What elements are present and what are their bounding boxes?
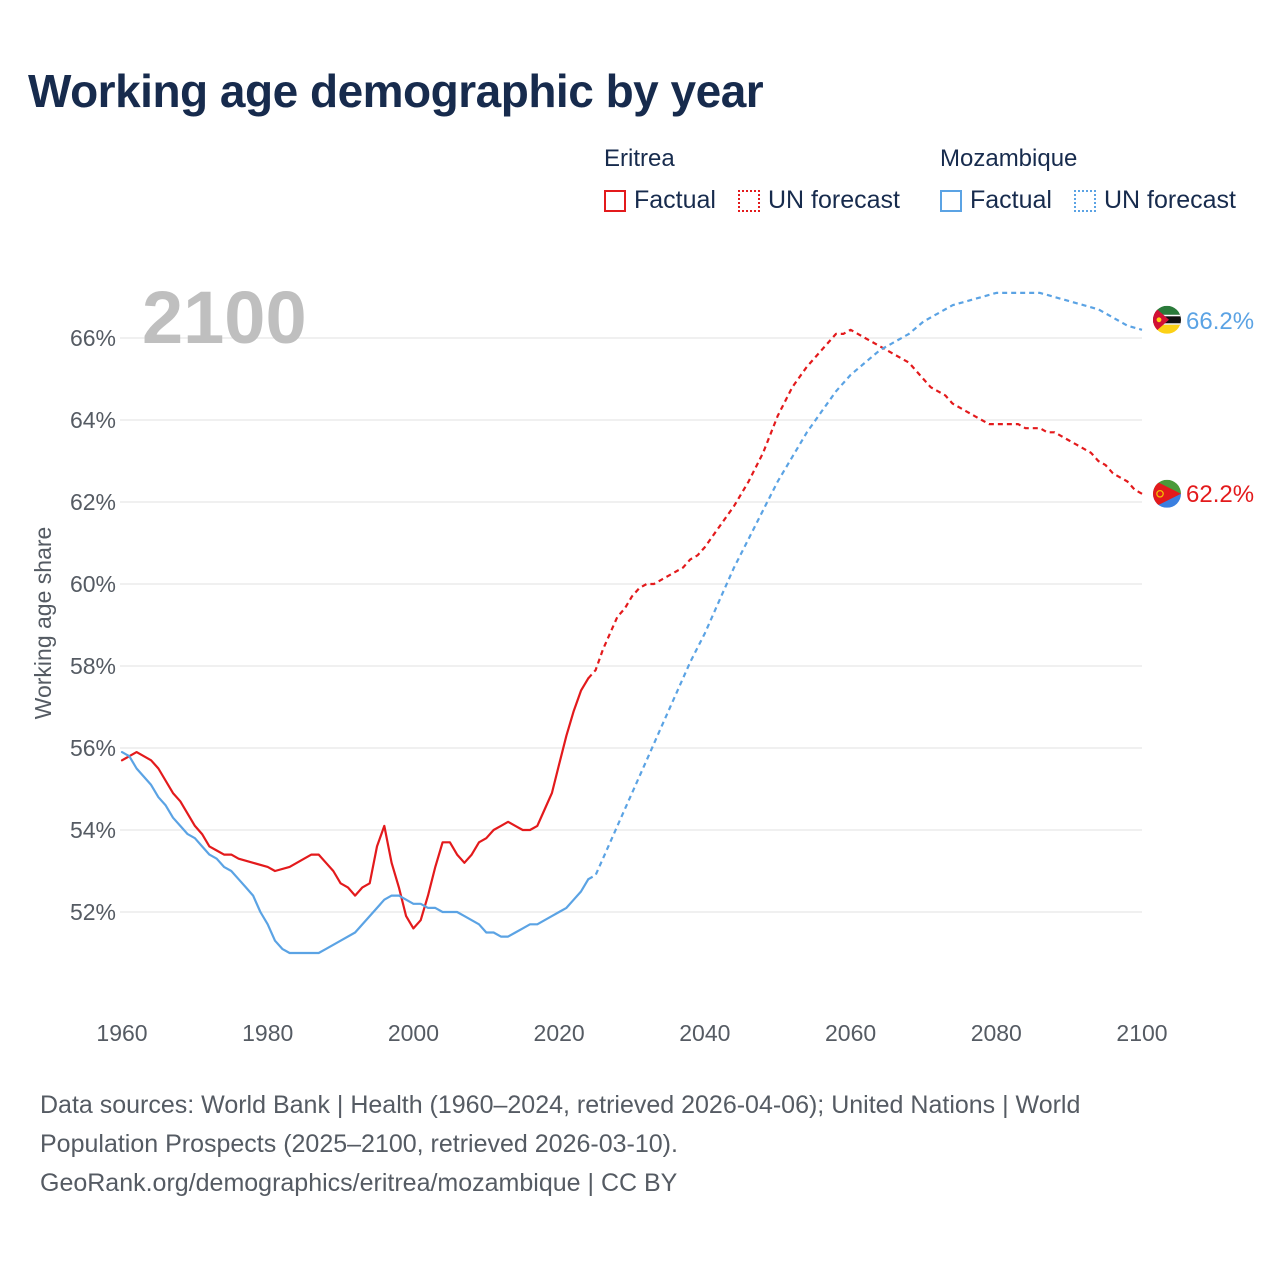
series-line-eritrea-forecast [587,328,1143,680]
legend-label: UN forecast [768,186,900,214]
legend-swatch-dotted [1074,189,1096,212]
y-tick-label: 66% [70,325,116,351]
legend-item-mozambique-factual[interactable]: Factual [940,186,1052,215]
y-tick-label: 62% [70,489,116,515]
y-axis: 52% 54% 56% 58% 60% 62% 64% 66% [70,325,116,925]
y-tick-label: 64% [70,407,116,433]
legend-label: UN forecast [1104,186,1236,214]
legend-item-eritrea-factual[interactable]: Factual [604,186,716,215]
x-tick-label: 2040 [679,1020,730,1046]
footer-line: Data sources: World Bank | Health (1960–… [40,1091,1081,1119]
y-tick-label: 58% [70,653,116,679]
y-tick-label: 54% [70,817,116,843]
series-lines [120,291,1143,955]
x-tick-label: 2000 [388,1020,439,1046]
x-axis: 1960 1980 2000 2020 2040 2060 2080 2100 [96,1020,1167,1046]
series-line-eritrea-factual [120,677,590,930]
legend-swatch-solid [940,189,962,212]
grid-lines [120,337,1142,913]
legend-swatch-solid [604,189,626,212]
legend-label: Factual [634,186,716,214]
y-axis-label: Working age share [30,527,56,720]
x-tick-label: 2060 [825,1020,876,1046]
footer-line[interactable]: GeoRank.org/demographics/eritrea/mozambi… [40,1169,678,1197]
legend-group-eritrea: Eritrea [604,145,675,172]
end-label-mozambique: 66.2% [1186,308,1254,335]
end-label-eritrea: 62.2% [1186,481,1254,508]
chart-title: Working age demographic by year [28,65,764,117]
line-chart: 2100 52% 54% 56% 58% 60% 62% 64% 66% 1960 1980 20… [30,276,1254,1046]
legend-item-mozambique-forecast[interactable]: UN forecast [1074,186,1236,215]
x-tick-label: 1960 [96,1020,147,1046]
series-line-mozambique-factual [120,751,590,955]
y-tick-label: 52% [70,899,116,925]
eritrea-flag-icon[interactable] [1153,479,1181,508]
x-tick-label: 1980 [242,1020,293,1046]
x-tick-label: 2100 [1116,1020,1167,1046]
y-tick-label: 56% [70,735,116,761]
mozambique-flag-icon[interactable] [1153,305,1181,334]
legend-group-mozambique: Mozambique [940,145,1078,172]
legend-label: Factual [970,186,1052,214]
year-watermark: 2100 [142,276,307,359]
footer-sources: Data sources: World Bank | Health (1960–… [40,1086,1240,1203]
x-tick-label: 2020 [534,1020,585,1046]
y-tick-label: 60% [70,571,116,597]
footer-line: Population Prospects (2025–2100, retriev… [40,1130,678,1158]
legend-item-eritrea-forecast[interactable]: UN forecast [738,186,900,215]
x-tick-label: 2080 [971,1020,1022,1046]
series-line-mozambique-forecast [587,291,1143,881]
legend-swatch-dotted [738,189,760,212]
